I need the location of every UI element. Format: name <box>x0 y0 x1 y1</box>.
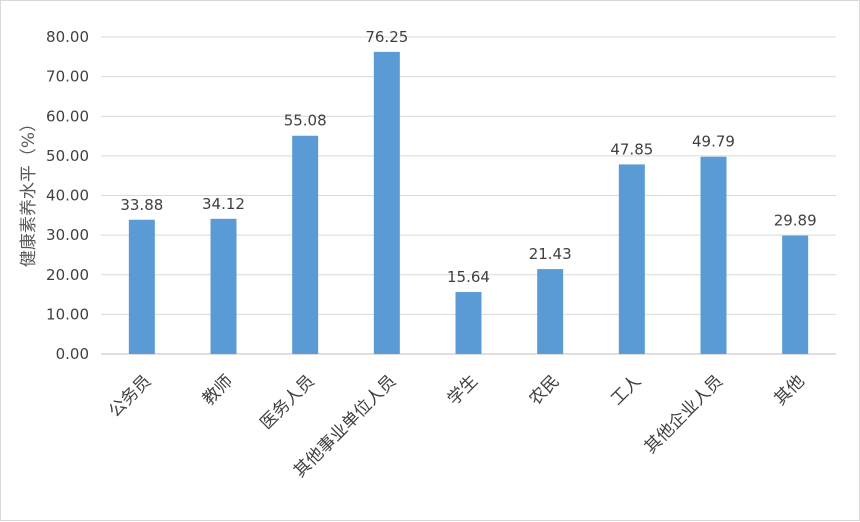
bar-6 <box>537 269 564 354</box>
data-label-5: 15.64 <box>447 268 490 286</box>
bar-8 <box>700 156 727 354</box>
bars <box>128 51 809 354</box>
x-category-label: 农民 <box>526 371 564 409</box>
x-category-label: 工人 <box>607 371 645 409</box>
y-axis-title: 健康素养水平（%） <box>19 115 39 267</box>
y-tick-label: 50.00 <box>46 147 89 165</box>
bar-4 <box>373 51 400 354</box>
y-tick-label: 30.00 <box>46 226 89 244</box>
x-category-label: 学生 <box>444 371 482 409</box>
bar-5 <box>455 292 482 354</box>
y-axis-ticks: 0.00 10.00 20.00 30.00 40.00 50.00 60.00 70.00 8… <box>46 28 89 363</box>
y-tick-label: 60.00 <box>46 107 89 125</box>
bar-9 <box>782 235 809 354</box>
bar-2 <box>210 218 237 354</box>
x-category-label: 教师 <box>199 371 237 409</box>
data-label-7: 47.85 <box>610 140 653 158</box>
x-category-label: 公务员 <box>105 371 155 421</box>
data-label-8: 49.79 <box>692 133 735 151</box>
y-tick-label: 20.00 <box>46 266 89 284</box>
bar-7 <box>618 164 645 354</box>
data-label-4: 76.25 <box>365 28 408 46</box>
bar-1 <box>128 219 155 354</box>
y-tick-label: 10.00 <box>46 305 89 323</box>
data-labels: 33.88 34.12 55.08 76.25 15.64 21.43 47.85 49.79… <box>120 28 816 286</box>
x-category-label: 其他 <box>771 371 809 409</box>
y-tick-label: 70.00 <box>46 68 89 86</box>
data-label-9: 29.89 <box>774 212 817 230</box>
x-category-label: 其他企业人员 <box>641 371 727 457</box>
y-tick-label: 40.00 <box>46 187 89 205</box>
data-label-1: 33.88 <box>120 196 163 214</box>
x-category-label: 医务人员 <box>256 371 318 433</box>
data-label-6: 21.43 <box>529 245 572 263</box>
y-tick-label: 80.00 <box>46 28 89 46</box>
y-tick-label: 0.00 <box>56 345 89 363</box>
data-label-2: 34.12 <box>202 195 245 213</box>
data-label-3: 55.08 <box>284 112 327 130</box>
bar-3 <box>292 135 319 354</box>
